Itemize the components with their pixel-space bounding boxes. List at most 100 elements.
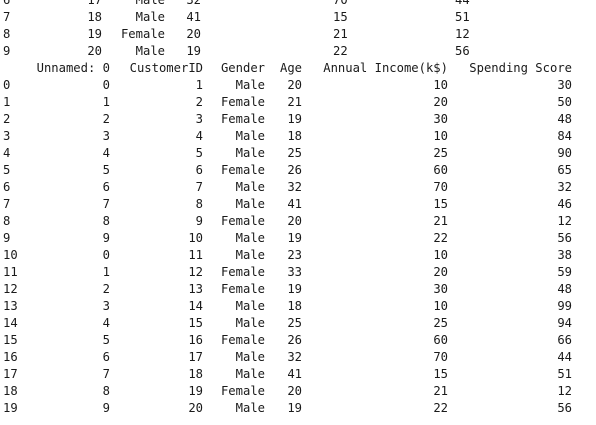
cell-unnamed: 2	[102, 282, 110, 296]
cell-age: 20	[287, 78, 302, 92]
cell-customer-id: 16	[188, 333, 203, 347]
cell-customer-id: 9	[195, 214, 203, 228]
cell-income: 25	[433, 146, 448, 160]
cell-customer-id: 5	[195, 146, 203, 160]
header-gender: Gender	[220, 61, 265, 75]
cell-gender: Female	[220, 265, 265, 279]
cell-income: 70	[333, 0, 348, 7]
table-row: 1 1 2 Female 21 20 50	[0, 94, 596, 111]
row-index: 14	[3, 316, 18, 330]
cell-score: 30	[557, 78, 572, 92]
cell-unnamed: 19	[87, 27, 102, 41]
cell-customer-id: 11	[188, 248, 203, 262]
table-row: 16 6 17 Male 32 70 44	[0, 349, 596, 366]
cell-score: 50	[557, 95, 572, 109]
row-index: 4	[3, 146, 11, 160]
row-index: 6	[3, 180, 11, 194]
cell-age: 18	[287, 299, 302, 313]
cell-age: 32	[287, 180, 302, 194]
cell-gender: Female	[220, 214, 265, 228]
cell-score: 84	[557, 129, 572, 143]
row-index: 16	[3, 350, 18, 364]
cell-score: 66	[557, 333, 572, 347]
cell-customer-id: 13	[188, 282, 203, 296]
cell-income: 22	[333, 44, 348, 58]
table-row: 17 7 18 Male 41 15 51	[0, 366, 596, 383]
row-index: 12	[3, 282, 18, 296]
row-index: 3	[3, 129, 11, 143]
cell-unnamed: 7	[102, 367, 110, 381]
cell-score: 44	[455, 0, 470, 7]
row-index: 8	[3, 214, 11, 228]
cell-gender: Female	[220, 282, 265, 296]
previous-output-tail: 6 17 Male 32 70 44 7 18 Male 41 15 51 8 19 Female 20 21 1…	[0, 0, 596, 60]
cell-age: 25	[287, 146, 302, 160]
cell-income: 21	[433, 384, 448, 398]
cell-customer-id: 3	[195, 112, 203, 126]
row-index: 9	[3, 44, 11, 58]
cell-gender: Female	[220, 333, 265, 347]
cell-income: 10	[433, 129, 448, 143]
cell-score: 94	[557, 316, 572, 330]
table-row: 3 3 4 Male 18 10 84	[0, 128, 596, 145]
table-row: 9 9 10 Male 19 22 56	[0, 230, 596, 247]
header-customer-id: CustomerID	[129, 61, 203, 75]
cell-gender: Male	[235, 197, 265, 211]
cell-customer-id: 20	[188, 401, 203, 415]
cell-score: 46	[557, 197, 572, 211]
cell-gender: Male	[235, 129, 265, 143]
table-row: 4 4 5 Male 25 25 90	[0, 145, 596, 162]
cell-age: 20	[287, 384, 302, 398]
cell-age: 33	[287, 265, 302, 279]
cell-gender: Male	[235, 146, 265, 160]
cell-gender: Male	[235, 248, 265, 262]
cell-customer-id: 8	[195, 197, 203, 211]
cell-age: 41	[287, 197, 302, 211]
cell-gender: Female	[220, 112, 265, 126]
row-index: 15	[3, 333, 18, 347]
cell-score: 38	[557, 248, 572, 262]
cell-age: 32	[186, 0, 201, 7]
cell-income: 20	[433, 95, 448, 109]
previous-output-row: 7 18 Male 41 15 51	[0, 9, 596, 26]
cell-gender: Male	[235, 367, 265, 381]
cell-customer-id: 12	[188, 265, 203, 279]
cell-score: 51	[455, 10, 470, 24]
table-row: 6 6 7 Male 32 70 32	[0, 179, 596, 196]
row-index: 5	[3, 163, 11, 177]
cell-income: 15	[433, 197, 448, 211]
cell-score: 32	[557, 180, 572, 194]
cell-income: 21	[333, 27, 348, 41]
table-row: 12 2 13 Female 19 30 48	[0, 281, 596, 298]
cell-customer-id: 19	[188, 384, 203, 398]
previous-output-row: 8 19 Female 20 21 12	[0, 26, 596, 43]
cell-age: 19	[287, 112, 302, 126]
cell-gender: Male	[235, 231, 265, 245]
cell-score: 99	[557, 299, 572, 313]
table-row: 19 9 20 Male 19 22 56	[0, 400, 596, 417]
cell-gender: Male	[135, 10, 165, 24]
cell-unnamed: 7	[102, 197, 110, 211]
cell-income: 20	[433, 265, 448, 279]
table-row: 5 5 6 Female 26 60 65	[0, 162, 596, 179]
cell-score: 51	[557, 367, 572, 381]
cell-unnamed: 9	[102, 401, 110, 415]
previous-output-row: 6 17 Male 32 70 44	[0, 0, 596, 9]
cell-income: 30	[433, 112, 448, 126]
cell-unnamed: 4	[102, 146, 110, 160]
cell-age: 19	[287, 282, 302, 296]
cell-income: 70	[433, 350, 448, 364]
cell-unnamed: 4	[102, 316, 110, 330]
table-header: Unnamed: 0 CustomerID Gender Age Annual …	[0, 60, 596, 77]
cell-customer-id: 18	[188, 367, 203, 381]
cell-age: 25	[287, 316, 302, 330]
cell-score: 48	[557, 282, 572, 296]
row-index: 10	[3, 248, 18, 262]
cell-unnamed: 6	[102, 350, 110, 364]
cell-customer-id: 6	[195, 163, 203, 177]
row-index: 17	[3, 367, 18, 381]
header-income: Annual Income(k$)	[323, 61, 448, 75]
cell-income: 60	[433, 333, 448, 347]
cell-gender: Male	[235, 316, 265, 330]
row-index: 11	[3, 265, 18, 279]
